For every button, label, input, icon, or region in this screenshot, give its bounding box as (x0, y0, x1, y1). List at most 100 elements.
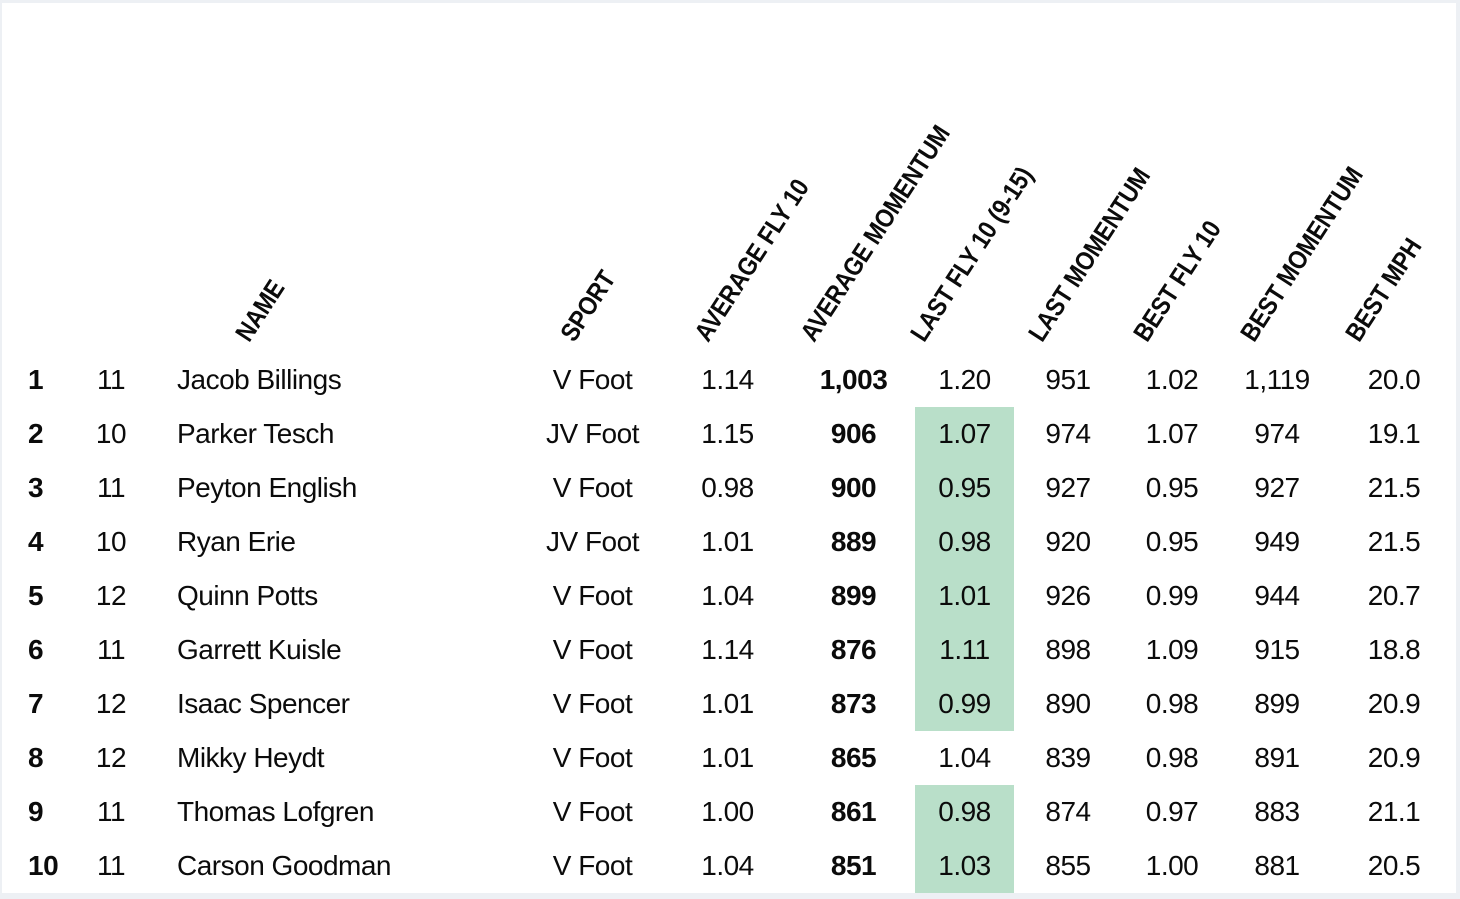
cell-grade: 12 (95, 688, 127, 719)
cell-avg-momentum: 861 (830, 796, 877, 827)
table-row: 3 11 Peyton English V Foot 0.98 900 0.95 927 0.9… (2, 461, 1456, 515)
table-row: 7 12 Isaac Spencer V Foot 1.01 873 0.99 890 0.98… (2, 677, 1456, 731)
cell-rank: 10 (28, 850, 59, 881)
cell-best-mph: 19.1 (1367, 418, 1421, 449)
cell-last-fly-10: 1.01 (915, 569, 1014, 623)
cell-best-mph: 20.5 (1367, 850, 1421, 881)
cell-name: Ryan Erie (177, 526, 296, 557)
cell-best-fly-10: 0.95 (1145, 526, 1199, 557)
table-row: 8 12 Mikky Heydt V Foot 1.01 865 1.04 839 0.98 89… (2, 731, 1456, 785)
cell-rank: 7 (28, 688, 44, 719)
cell-best-momentum: 881 (1254, 850, 1300, 881)
cell-sport: V Foot (552, 850, 633, 881)
cell-avg-fly-10: 1.01 (701, 742, 754, 773)
cell-avg-fly-10: 1.01 (701, 526, 754, 557)
cell-avg-fly-10: 1.14 (701, 634, 754, 665)
cell-rank: 8 (28, 742, 44, 773)
cell-sport: JV Foot (546, 418, 639, 449)
cell-best-fly-10: 0.98 (1145, 742, 1199, 773)
cell-best-fly-10: 1.09 (1145, 634, 1199, 665)
cell-rank: 2 (28, 418, 44, 449)
cell-last-fly-10: 1.11 (915, 623, 1014, 677)
header-row: NAME SPORT AVERAGE FLY 10 AVERAGE MOMENT… (2, 3, 1456, 353)
cell-sport: V Foot (552, 364, 633, 395)
cell-avg-momentum: 876 (830, 634, 877, 665)
cell-grade: 11 (96, 850, 126, 881)
table-row: 9 11 Thomas Lofgren V Foot 1.00 861 0.98 874 0.9… (2, 785, 1456, 839)
cell-last-momentum: 926 (1045, 580, 1091, 611)
leaderboard-body: 1 11 Jacob Billings V Foot 1.14 1,003 1.20 951 1… (2, 353, 1456, 893)
table-row: 4 10 Ryan Erie JV Foot 1.01 889 0.98 920 0.95 949… (2, 515, 1456, 569)
cell-rank: 9 (28, 796, 44, 827)
cell-last-momentum: 839 (1045, 742, 1091, 773)
cell-rank: 6 (28, 634, 44, 665)
cell-best-mph: 20.9 (1367, 742, 1421, 773)
table-row: 1 11 Jacob Billings V Foot 1.14 1,003 1.20 951 1… (2, 353, 1456, 407)
table-row: 2 10 Parker Tesch JV Foot 1.15 906 1.07 974 1.07… (2, 407, 1456, 461)
cell-name: Jacob Billings (177, 364, 342, 395)
cell-name: Peyton English (177, 472, 357, 503)
cell-avg-momentum: 865 (830, 742, 877, 773)
cell-best-fly-10: 0.98 (1145, 688, 1199, 719)
cell-last-fly-10: 0.99 (915, 677, 1014, 731)
cell-best-fly-10: 0.97 (1145, 796, 1199, 827)
column-header-name[interactable]: NAME (229, 274, 291, 347)
cell-best-fly-10: 0.99 (1145, 580, 1199, 611)
cell-best-fly-10: 1.02 (1145, 364, 1199, 395)
table-row: 5 12 Quinn Potts V Foot 1.04 899 1.01 926 0.99 94… (2, 569, 1456, 623)
cell-last-momentum: 890 (1045, 688, 1091, 719)
column-header-avg-fly-10[interactable]: AVERAGE FLY 10 (688, 173, 815, 347)
cell-avg-momentum: 899 (830, 580, 877, 611)
table-row: 6 11 Garrett Kuisle V Foot 1.14 876 1.11 898 1.0… (2, 623, 1456, 677)
cell-grade: 11 (96, 796, 126, 827)
cell-grade: 10 (95, 418, 127, 449)
cell-last-fly-10: 1.04 (938, 742, 991, 773)
cell-avg-fly-10: 0.98 (701, 472, 754, 503)
cell-sport: V Foot (552, 688, 633, 719)
cell-best-momentum: 1,119 (1244, 364, 1310, 395)
cell-best-momentum: 944 (1254, 580, 1300, 611)
cell-name: Mikky Heydt (177, 742, 324, 773)
cell-best-mph: 21.1 (1367, 796, 1421, 827)
cell-last-fly-10: 0.95 (915, 461, 1014, 515)
cell-last-fly-10: 1.20 (938, 364, 991, 395)
cell-last-momentum: 974 (1045, 418, 1091, 449)
cell-best-fly-10: 0.95 (1145, 472, 1199, 503)
cell-best-fly-10: 1.07 (1145, 418, 1199, 449)
cell-grade: 11 (96, 472, 126, 503)
cell-rank: 4 (28, 526, 44, 557)
cell-name: Parker Tesch (177, 418, 334, 449)
cell-best-momentum: 899 (1254, 688, 1300, 719)
cell-grade: 11 (96, 364, 126, 395)
column-header-best-mph[interactable]: BEST MPH (1339, 232, 1428, 347)
cell-last-momentum: 951 (1045, 364, 1091, 395)
table-row: 10 11 Carson Goodman V Foot 1.04 851 1.03 855 1.… (2, 839, 1456, 893)
cell-last-momentum: 855 (1045, 850, 1091, 881)
cell-sport: V Foot (552, 634, 633, 665)
column-header-sport[interactable]: SPORT (554, 265, 622, 347)
cell-best-mph: 21.5 (1367, 526, 1421, 557)
cell-rank: 1 (28, 364, 44, 395)
cell-name: Garrett Kuisle (177, 634, 342, 665)
cell-grade: 10 (95, 526, 127, 557)
cell-avg-momentum: 1,003 (819, 364, 888, 395)
cell-avg-fly-10: 1.14 (701, 364, 754, 395)
cell-avg-fly-10: 1.04 (701, 850, 754, 881)
column-header-last-fly-10[interactable]: LAST FLY 10 (9-15) (904, 161, 1039, 347)
cell-best-fly-10: 1.00 (1145, 850, 1199, 881)
cell-best-momentum: 891 (1254, 742, 1300, 773)
cell-best-momentum: 915 (1254, 634, 1300, 665)
cell-sport: V Foot (552, 796, 633, 827)
cell-avg-momentum: 906 (830, 418, 877, 449)
cell-best-mph: 21.5 (1367, 472, 1421, 503)
cell-avg-momentum: 873 (830, 688, 877, 719)
cell-last-momentum: 874 (1045, 796, 1091, 827)
cell-best-mph: 20.9 (1367, 688, 1421, 719)
cell-last-fly-10: 0.98 (915, 515, 1014, 569)
cell-best-momentum: 949 (1254, 526, 1300, 557)
cell-best-mph: 20.0 (1367, 364, 1421, 395)
column-header-best-fly-10[interactable]: BEST FLY 10 (1127, 215, 1227, 347)
cell-grade: 12 (95, 742, 127, 773)
cell-sport: V Foot (552, 580, 633, 611)
